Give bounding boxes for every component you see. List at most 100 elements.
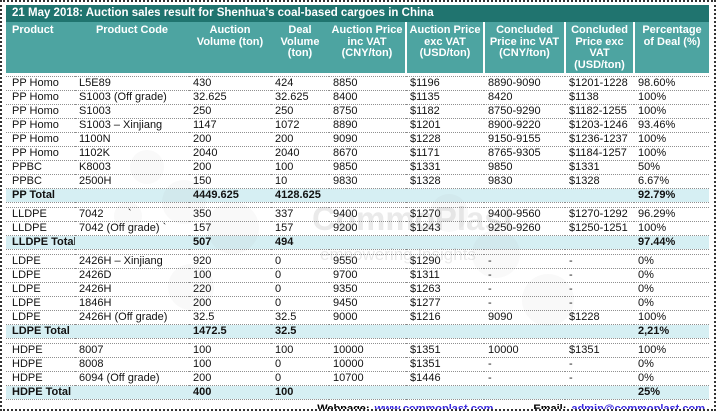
table-row: LLDPE 7042 (Off grade) ` 157 157 9200 $1243 92… xyxy=(6,221,709,236)
table-row: LDPE 2426H (Off grade) 32.5 32.5 9000 $1216 90… xyxy=(6,310,709,325)
cell: $1250-1251 xyxy=(565,221,634,236)
cell: 8670 xyxy=(329,146,406,161)
cell: 100 xyxy=(271,385,329,400)
cell: 9250-9260 xyxy=(484,221,565,236)
column-header-concluded-price-usd: Concluded Price exc VAT (USD/ton) xyxy=(564,22,634,73)
cell: $1138 xyxy=(565,90,634,105)
cell: LLDPE xyxy=(6,221,75,236)
cell: HDPE xyxy=(6,357,75,372)
cell: 10000 xyxy=(484,343,565,358)
table-row: PP Homo S1003 250 250 8750 $1182 8750-9290 $118… xyxy=(6,104,709,119)
cell: 250 xyxy=(189,104,271,119)
cell: 1072 xyxy=(271,118,329,133)
cell: 8900-9220 xyxy=(484,118,565,133)
cell: PP Homo xyxy=(6,104,75,119)
cell: 93.46% xyxy=(634,118,709,133)
cell: 92.79% xyxy=(634,188,709,203)
cell: - xyxy=(484,371,565,386)
column-header-auction-volume: Auction Volume (ton) xyxy=(189,22,271,73)
cell: - xyxy=(484,282,565,297)
cell: - xyxy=(484,254,565,269)
cell: 7042 ` xyxy=(75,207,189,222)
webpage-link[interactable]: www.commoplast.com xyxy=(374,403,494,411)
cell: $1311 xyxy=(406,268,484,283)
cell: $1243 xyxy=(406,221,484,236)
cell: LLDPE Total xyxy=(6,235,75,250)
cell: 9830 xyxy=(329,174,406,189)
cell: 2040 xyxy=(189,146,271,161)
cell: 96.29% xyxy=(634,207,709,222)
auction-table: Product Product Code Auction Volume (ton… xyxy=(6,22,709,400)
cell: 0 xyxy=(271,282,329,297)
cell: 8890-9090 xyxy=(484,76,565,91)
cell: - xyxy=(484,357,565,372)
cell: 32.5 xyxy=(271,324,329,339)
cell: 2426D xyxy=(75,268,189,283)
table-row: HDPE 6094 (Off grade) 200 0 10700 $1446- -0% xyxy=(6,371,709,386)
table-row: PP Homo S1003 – Xinjiang 1147 1072 8890 $1201… xyxy=(6,118,709,133)
cell: 250 xyxy=(271,104,329,119)
cell: $1270-1292 xyxy=(565,207,634,222)
email-link[interactable]: admin@commoplast.com xyxy=(571,403,705,411)
cell: 32.5 xyxy=(189,310,271,325)
cell: 0% xyxy=(634,357,709,372)
table-row: LDPE 2426D 100 0 9700 $1311- -0% xyxy=(6,268,709,283)
cell: 7042 (Off grade) ` xyxy=(75,221,189,236)
cell: LDPE xyxy=(6,268,75,283)
cell: 98.60% xyxy=(634,76,709,91)
cell: 100% xyxy=(634,343,709,358)
cell: 430 xyxy=(189,76,271,91)
cell: 8850 xyxy=(329,76,406,91)
cell xyxy=(484,188,565,203)
cell: $1446 xyxy=(406,371,484,386)
table-row: LLDPE 7042 ` 350 337 9400 $1270 9400-9560 $1270… xyxy=(6,207,709,222)
cell: $1328 xyxy=(565,174,634,189)
column-header-deal-volume: Deal Volume (ton) xyxy=(271,22,329,73)
cell: 8750 xyxy=(329,104,406,119)
cell: 0 xyxy=(271,371,329,386)
table-row: LDPE 2426H – Xinjiang 920 0 9550 $1290- -0% xyxy=(6,254,709,269)
cell: 6094 (Off grade) xyxy=(75,371,189,386)
cell: 0% xyxy=(634,268,709,283)
cell: $1236-1237 xyxy=(565,132,634,147)
cell: 9350 xyxy=(329,282,406,297)
cell xyxy=(484,385,565,400)
cell: HDPE xyxy=(6,343,75,358)
cell: $1182-1255 xyxy=(565,104,634,119)
cell: PP Homo xyxy=(6,76,75,91)
email-label: Email: xyxy=(533,403,567,411)
cell: 1102K xyxy=(75,146,189,161)
cell: - xyxy=(565,371,634,386)
cell: 9090 xyxy=(484,310,565,325)
cell: 0% xyxy=(634,296,709,311)
cell: - xyxy=(565,254,634,269)
cell: 9450 xyxy=(329,296,406,311)
webpage-label: Webpage: xyxy=(317,403,370,411)
cell: 350 xyxy=(189,207,271,222)
cell xyxy=(75,188,189,203)
cell: 200 xyxy=(189,132,271,147)
cell: 8765-9305 xyxy=(484,146,565,161)
table-row: PP Homo 1100N 200 200 9090 $1228 9150-9155 $123… xyxy=(6,132,709,147)
cell: $1228 xyxy=(406,132,484,147)
cell: 0% xyxy=(634,254,709,269)
cell xyxy=(75,235,189,250)
cell: 9850 xyxy=(329,160,406,175)
cell: 0 xyxy=(271,357,329,372)
cell: $1201 xyxy=(406,118,484,133)
cell: 2426H xyxy=(75,282,189,297)
cell xyxy=(565,188,634,203)
cell: 100 xyxy=(271,160,329,175)
cell: 97.44% xyxy=(634,235,709,250)
cell: HDPE Total xyxy=(6,385,75,400)
column-header-concluded-price-cny: Concluded Price inc VAT (CNY/ton) xyxy=(483,22,565,73)
cell: $1270 xyxy=(406,207,484,222)
cell: $1196 xyxy=(406,76,484,91)
table-row: HDPE 8007 100 100 10000 $1351 10000 $1351 100% xyxy=(6,343,709,358)
cell: $1201-1228 xyxy=(565,76,634,91)
cell: 200 xyxy=(189,296,271,311)
table-row: PPBC 2500H 150 10 9830 $1328 9830 $1328 6.67% xyxy=(6,174,709,189)
cell: $1331 xyxy=(406,160,484,175)
cell: 100% xyxy=(634,221,709,236)
